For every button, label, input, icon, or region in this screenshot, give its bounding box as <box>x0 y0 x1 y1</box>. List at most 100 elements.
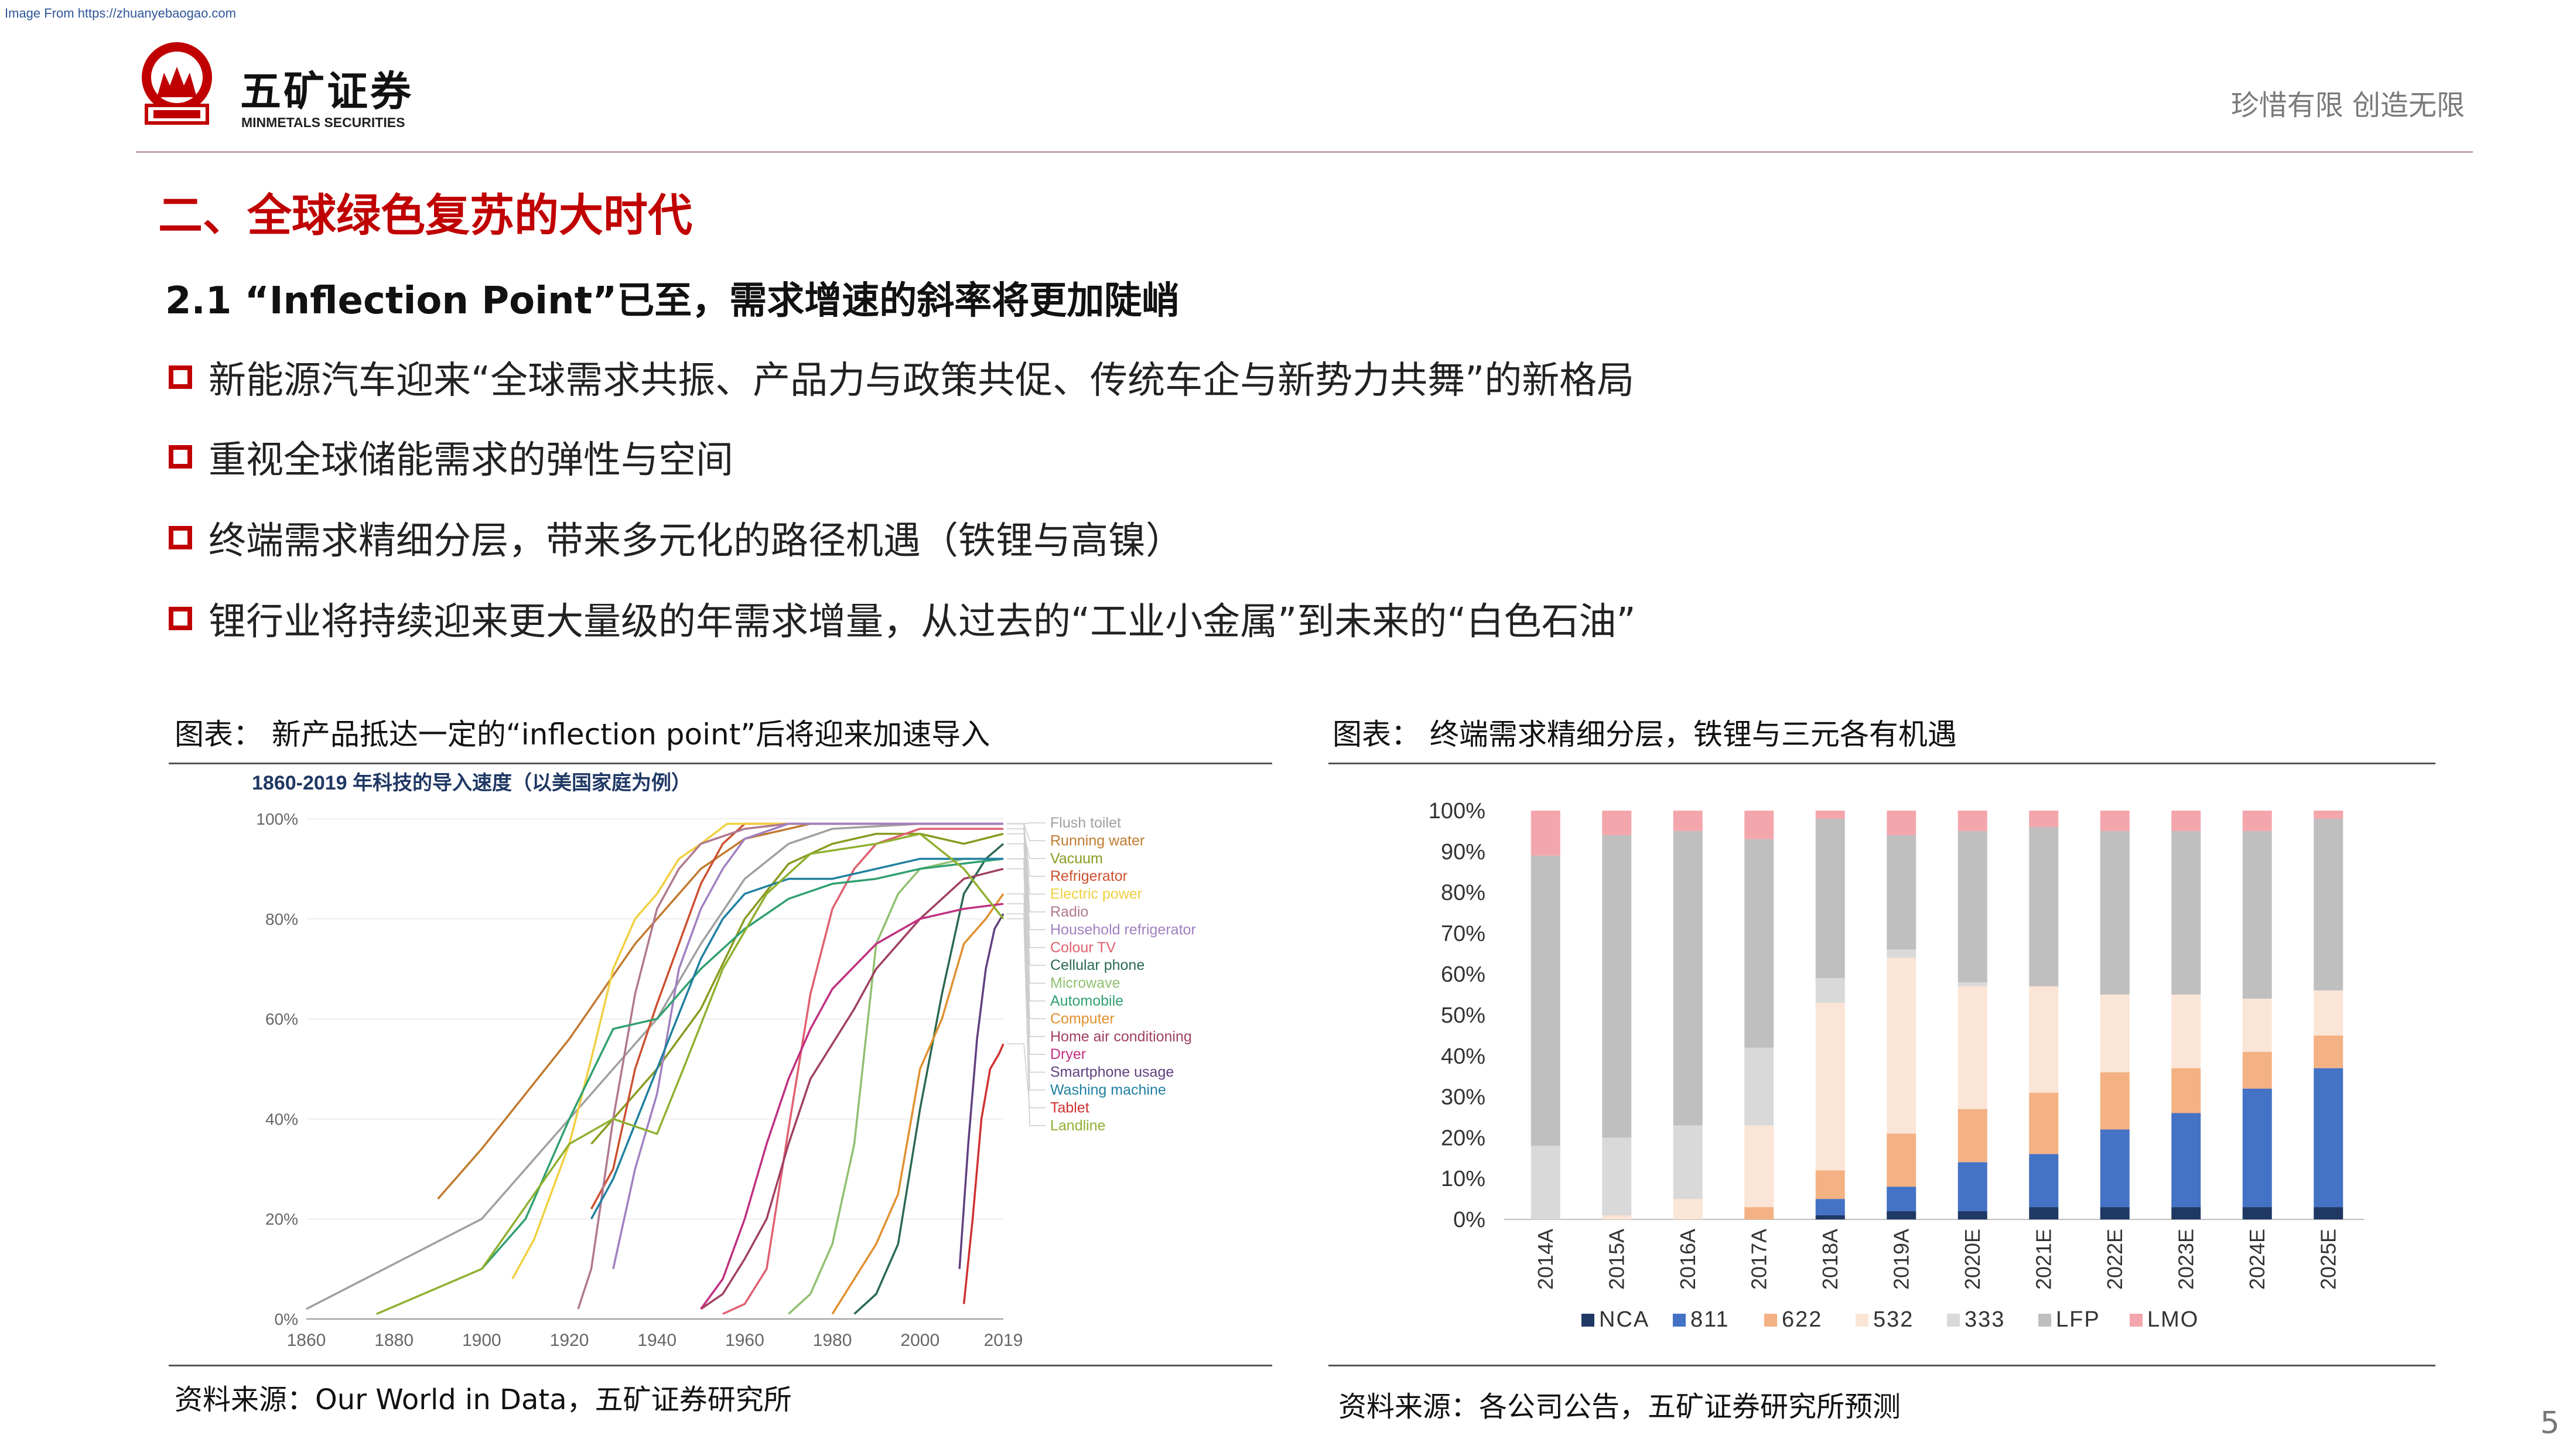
legend-label: Microwave <box>1050 975 1120 992</box>
legend-label: Smartphone usage <box>1050 1064 1174 1081</box>
bar-segment <box>1530 1146 1560 1219</box>
bar-segment <box>1602 1215 1632 1219</box>
technology-adoption-chart: 1860-2019 年科技的导入速度（以美国家庭为例） 0% 20% 40% 60% 80… <box>252 771 1196 1350</box>
bar-segment <box>2242 1088 2272 1208</box>
legend-swatch <box>2038 1314 2051 1327</box>
bullet-item: 锂行业将持续迎来更大量级的年需求增量，从过去的“工业小金属”到未来的“白色石油” <box>169 592 1636 645</box>
y-tick-label: 0% <box>275 1310 298 1328</box>
bar-segment <box>1530 811 1560 856</box>
legend-label: Running water <box>1050 832 1144 849</box>
x-tick-label: 2023E <box>2174 1229 2198 1290</box>
bar-segment <box>2314 1035 2343 1068</box>
left-caption-rule <box>169 763 1272 764</box>
bar-segment <box>2029 1092 2059 1154</box>
legend-label: Colour TV <box>1050 939 1116 956</box>
bar-segment <box>1957 982 1987 987</box>
bullet-text: 终端需求精细分层，带来多元化的路径机遇（铁锂与高镍） <box>209 520 1183 563</box>
bar-segment <box>2029 1207 2059 1219</box>
bar-segment <box>1673 1125 1703 1199</box>
series-line <box>831 893 1005 1315</box>
legend-label: Cellular phone <box>1050 957 1144 973</box>
bullet-item: 终端需求精细分层，带来多元化的路径机遇（铁锂与高镍） <box>169 511 1183 565</box>
left-source-rule <box>169 1365 1272 1366</box>
bullet-text: 锂行业将持续迎来更大量级的年需求增量，从过去的“工业小金属”到未来的“白色石油” <box>209 600 1636 644</box>
legend-label: Radio <box>1050 904 1088 920</box>
bar-segment <box>1957 1162 1987 1212</box>
x-tick-label: 2018A <box>1818 1229 1842 1290</box>
bar-segment <box>2314 818 2343 991</box>
bar-segment <box>1530 855 1560 1146</box>
bar-segment <box>2029 986 2059 1093</box>
x-tick-label: 2017A <box>1747 1229 1771 1290</box>
legend-swatch <box>1856 1314 1868 1327</box>
y-tick-label: 20% <box>1441 1126 1485 1150</box>
square-bullet-icon <box>169 365 192 389</box>
x-tick-label: 1920 <box>550 1331 589 1350</box>
bar-segment <box>2242 811 2272 831</box>
bar-segment <box>2314 990 2343 1036</box>
x-tick-label: 2015A <box>1604 1229 1628 1290</box>
bar-segment <box>2100 995 2130 1072</box>
legend-label: 811 <box>1690 1307 1730 1332</box>
y-tick-label: 70% <box>1441 921 1485 946</box>
brand-name-cn: 五矿证券 <box>240 67 414 115</box>
series-line <box>577 822 1003 1310</box>
bullet-item: 新能源汽车迎来“全球需求共振、产品力与政策共促、传统车企与新势力共舞”的新格局 <box>169 350 1634 404</box>
y-tick-label: 10% <box>1441 1167 1485 1191</box>
y-tick-label: 60% <box>265 1010 298 1028</box>
legend-label: LFP <box>2056 1307 2100 1332</box>
bar-segment <box>1887 949 1916 958</box>
bar-segment <box>2242 1051 2272 1089</box>
x-tick-label: 1940 <box>637 1331 677 1350</box>
y-tick-label: 60% <box>1441 962 1485 987</box>
brand-name-en: MINMETALS SECURITIES <box>241 115 405 130</box>
series-line <box>722 828 1003 1315</box>
legend-swatch <box>1581 1314 1594 1327</box>
bar-segment <box>2171 995 2201 1068</box>
x-tick-label: 2020E <box>1960 1229 1984 1290</box>
bar-segment <box>1673 811 1703 831</box>
bar-segment <box>1957 831 1987 983</box>
slogan: 珍惜有限 创造无限 <box>2230 89 2465 122</box>
x-tick-label: 1880 <box>374 1331 414 1350</box>
legend-label: Computer <box>1050 1010 1115 1027</box>
legend-label: Electric power <box>1050 886 1142 903</box>
bar-segment <box>1815 1215 1845 1219</box>
sub-title: 2.1 “Inflection Point”已至，需求增速的斜率将更加陡峭 <box>165 279 1180 323</box>
bar-segment <box>1887 1211 1916 1219</box>
bar-segment <box>2100 1207 2130 1219</box>
legend-label: 532 <box>1873 1307 1914 1332</box>
bar-segment <box>2171 831 2201 995</box>
page-number: 5 <box>2540 1406 2560 1441</box>
bar-segment <box>1744 811 1774 839</box>
bar-segment <box>2100 1129 2130 1208</box>
series-line <box>590 822 1003 1209</box>
legend-label: Dryer <box>1050 1046 1086 1062</box>
legend-leader-line <box>1007 868 1046 1037</box>
bar-segment <box>1744 1047 1774 1126</box>
bar-segment <box>2171 1068 2201 1113</box>
bar-segment <box>2100 1072 2130 1130</box>
chart-title: 1860-2019 年科技的导入速度（以美国家庭为例） <box>252 771 691 794</box>
x-tick-label: 2019 <box>984 1331 1023 1350</box>
bar-segment <box>1815 1003 1845 1171</box>
x-tick-label: 2022E <box>2103 1229 2127 1290</box>
right-source-rule <box>1328 1365 2435 1366</box>
y-tick-label: 80% <box>1441 881 1485 905</box>
legend-swatch <box>1673 1314 1686 1327</box>
series-line <box>590 832 1004 1145</box>
series-line <box>700 903 1004 1310</box>
bar-segment <box>1602 811 1632 835</box>
bar-segment <box>2242 999 2272 1052</box>
series-line <box>853 843 1005 1315</box>
bullet-text: 重视全球储能需求的弹性与空间 <box>209 439 733 482</box>
bar-segment <box>1815 978 1845 1003</box>
cathode-mix-chart: 0% 10% 20% 30% 40% 50% 60% 70% 80% 90% 100% 2014A 20… <box>1429 799 2364 1332</box>
legend-label: Refrigerator <box>1050 868 1128 884</box>
bar-segment <box>1887 1133 1916 1187</box>
x-tick-label: 1980 <box>813 1331 852 1350</box>
series-line <box>788 857 1003 1315</box>
legend-label: 333 <box>1965 1307 2005 1332</box>
section-title: 二、全球绿色复苏的大时代 <box>158 189 692 241</box>
x-tick-label: 2024E <box>2245 1229 2269 1290</box>
